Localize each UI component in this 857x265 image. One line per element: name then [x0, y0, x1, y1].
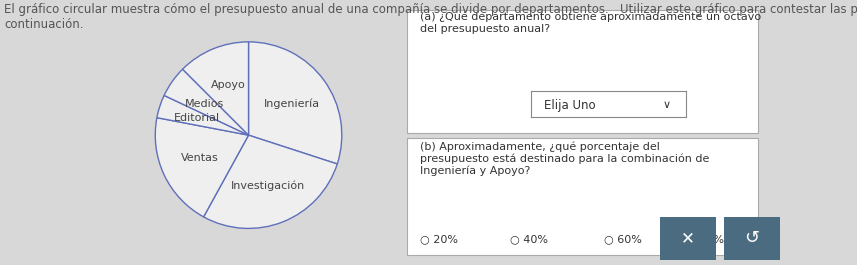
FancyBboxPatch shape: [407, 138, 758, 255]
Text: Investigación: Investigación: [231, 180, 306, 191]
Text: Elija Uno: Elija Uno: [543, 99, 596, 112]
FancyBboxPatch shape: [407, 10, 758, 132]
Text: ○ 60%: ○ 60%: [604, 235, 642, 244]
Text: Apoyo: Apoyo: [211, 80, 245, 90]
Text: ○ 20%: ○ 20%: [420, 235, 458, 244]
Text: Ventas: Ventas: [181, 153, 219, 163]
Text: ↺: ↺: [745, 229, 759, 248]
Text: (b) Aproximadamente, ¿qué porcentaje del
presupuesto está destinado para la comb: (b) Aproximadamente, ¿qué porcentaje del…: [420, 142, 710, 176]
Text: (a) ¿Qué departamento obtiene aproximadamente un octavo
del presupuesto anual?: (a) ¿Qué departamento obtiene aproximada…: [420, 12, 761, 34]
Wedge shape: [155, 118, 249, 217]
Text: Editorial: Editorial: [174, 113, 220, 123]
Text: Ingeniería: Ingeniería: [264, 98, 321, 109]
Wedge shape: [249, 42, 342, 164]
Wedge shape: [165, 69, 249, 135]
Wedge shape: [183, 42, 249, 135]
Text: ○ 40%: ○ 40%: [510, 235, 548, 244]
Text: ○ 80%: ○ 80%: [686, 235, 723, 244]
Text: ✕: ✕: [680, 229, 695, 248]
Wedge shape: [157, 95, 249, 135]
Text: Medios: Medios: [184, 99, 224, 109]
Text: ∨: ∨: [663, 100, 671, 110]
Text: El gráfico circular muestra cómo el presupuesto anual de una compañía se divide : El gráfico circular muestra cómo el pres…: [4, 3, 857, 31]
Wedge shape: [204, 135, 338, 228]
